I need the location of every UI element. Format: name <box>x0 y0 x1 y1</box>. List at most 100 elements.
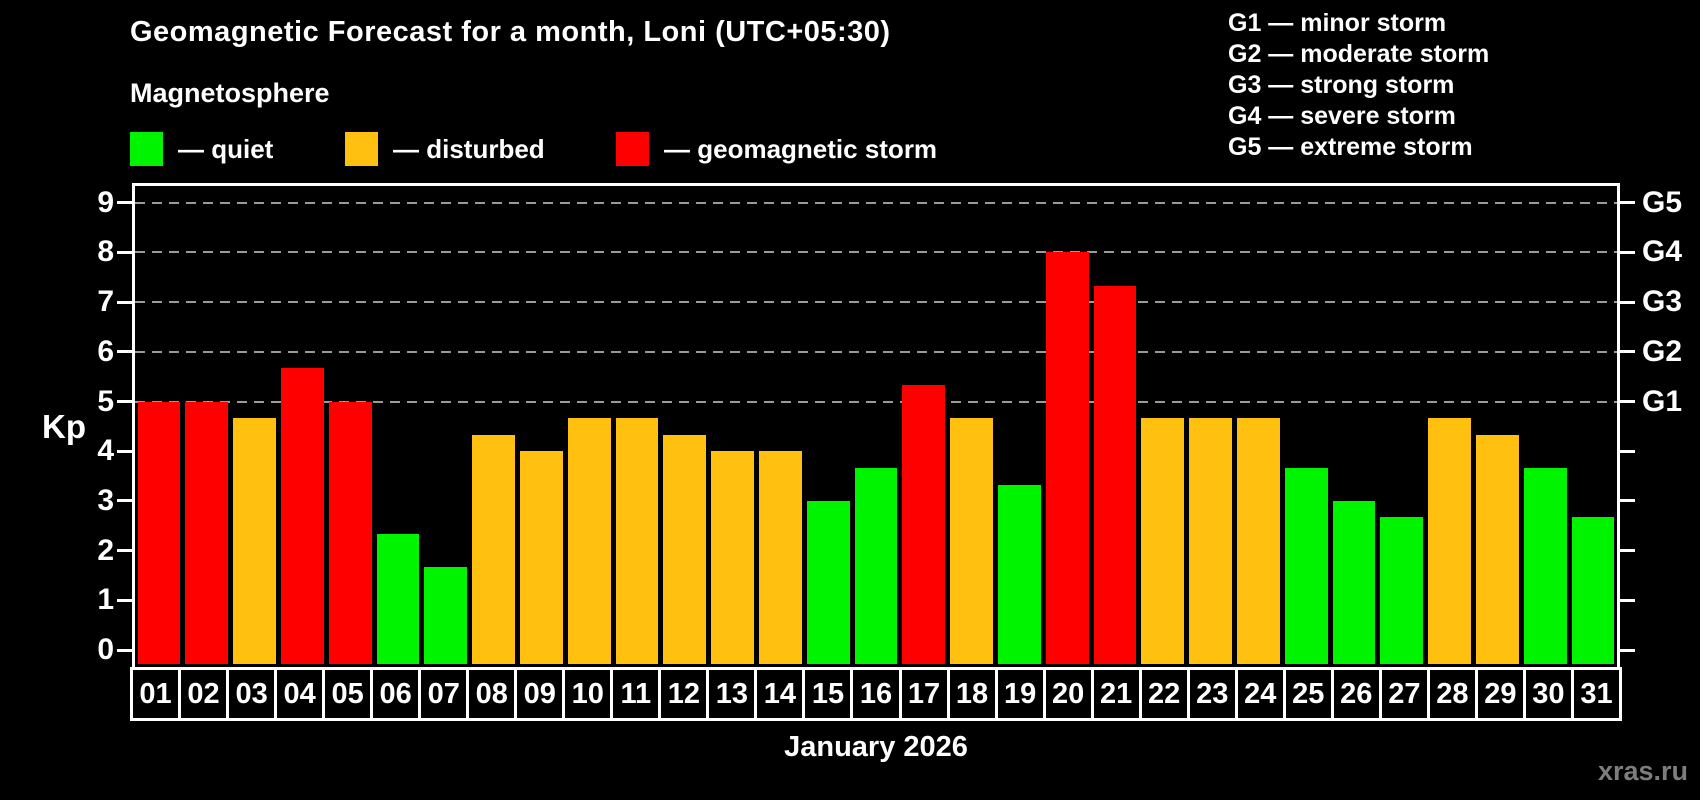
day-label-cell-31: 31 <box>1573 667 1622 721</box>
y-axis-title: Kp <box>42 408 86 445</box>
day-label-cell-15: 15 <box>805 667 854 721</box>
kp-bar-day-08 <box>472 434 515 664</box>
axis-tick <box>1620 350 1635 354</box>
kp-bar-day-14 <box>758 451 802 664</box>
day-label-cell-26: 26 <box>1333 667 1382 721</box>
kp-bar-day-02 <box>185 401 229 664</box>
kp-bar-day-12 <box>663 434 707 664</box>
kp-bar-day-15 <box>806 500 850 664</box>
kp-tick-label: 3 <box>97 483 114 517</box>
kp-bar-day-28 <box>1428 417 1472 664</box>
kp-bar-day-25 <box>1284 467 1328 664</box>
quiet-color-swatch <box>130 132 163 166</box>
day-label-cell-30: 30 <box>1525 667 1574 721</box>
kp-bar-day-05 <box>328 401 372 664</box>
day-label-cell-01: 01 <box>130 667 182 721</box>
kp-bar-day-10 <box>567 417 611 664</box>
legend-item-quiet: — quiet <box>130 132 273 166</box>
kp-tick-label: 2 <box>97 533 114 567</box>
g-scale-legend-line: G1 — minor storm <box>1228 9 1447 37</box>
axis-tick <box>117 400 132 403</box>
kp-bar-day-30 <box>1523 467 1567 664</box>
day-label-cell-13: 13 <box>709 667 758 721</box>
axis-tick <box>117 250 132 254</box>
day-label-cell-03: 03 <box>229 667 278 721</box>
day-label-cell-14: 14 <box>757 667 806 721</box>
g-scale-legend-line: G4 — severe storm <box>1228 102 1456 130</box>
day-label-cell-19: 19 <box>997 667 1046 721</box>
kp-tick-label: 7 <box>97 285 114 319</box>
kp-tick-label: 0 <box>97 633 114 666</box>
axis-tick <box>117 300 132 304</box>
day-label-cell-10: 10 <box>565 667 614 721</box>
axis-tick <box>1620 499 1635 503</box>
kp-tick-label: 1 <box>97 583 114 617</box>
day-label-cell-29: 29 <box>1477 667 1526 721</box>
day-label-cell-18: 18 <box>949 667 998 721</box>
kp-gridline <box>135 350 1617 353</box>
kp-tick-label: 9 <box>97 185 114 219</box>
kp-bar-day-24 <box>1237 417 1280 664</box>
kp-bar-day-21 <box>1093 285 1137 664</box>
kp-tick-label: 8 <box>97 235 114 269</box>
storm-color-swatch <box>616 132 649 166</box>
axis-tick <box>1620 449 1635 453</box>
kp-bar-day-01 <box>137 401 181 664</box>
kp-bar-day-09 <box>519 451 563 664</box>
axis-tick <box>1620 250 1635 254</box>
axis-tick <box>117 648 132 652</box>
kp-bar-day-18 <box>950 417 993 664</box>
axis-tick <box>117 201 132 205</box>
page-title: Geomagnetic Forecast for a month, Loni (… <box>130 16 891 48</box>
axis-tick <box>117 549 132 553</box>
g-scale-tick-label: G4 <box>1642 235 1683 269</box>
axis-tick <box>1620 648 1635 652</box>
legend-label-storm: — geomagnetic storm <box>664 133 938 164</box>
x-axis-month-label: January 2026 <box>784 731 968 763</box>
legend-item-storm: — geomagnetic storm <box>616 132 937 166</box>
day-label-cell-05: 05 <box>325 667 374 721</box>
plot-inner <box>135 186 1617 664</box>
kp-bar-day-19 <box>998 484 1041 664</box>
kp-gridline <box>135 251 1617 254</box>
plot-area <box>132 183 1620 667</box>
day-label-cell-07: 07 <box>421 667 470 721</box>
g-scale-tick-label: G2 <box>1642 334 1683 368</box>
axis-tick <box>1620 201 1635 205</box>
kp-bar-day-07 <box>424 567 468 664</box>
g-scale-tick-label: G5 <box>1642 185 1683 219</box>
kp-bar-day-11 <box>615 417 659 664</box>
legend-label-quiet: — quiet <box>178 133 274 164</box>
legend-label-disturbed: — disturbed <box>393 133 545 164</box>
kp-tick-label: 6 <box>97 334 114 368</box>
axis-tick <box>1620 400 1635 403</box>
day-label-cell-28: 28 <box>1429 667 1478 721</box>
day-label-cell-24: 24 <box>1237 667 1286 721</box>
g-scale-legend: G1 — minor storm G2 — moderate storm G3 — … <box>1228 8 1489 163</box>
day-label-cell-09: 09 <box>517 667 566 721</box>
watermark: xras.ru <box>1597 756 1688 786</box>
kp-bar-day-27 <box>1380 517 1424 664</box>
day-label-cell-17: 17 <box>901 667 950 721</box>
kp-bar-day-03 <box>233 417 276 664</box>
legend-item-disturbed: — disturbed <box>345 132 545 166</box>
kp-bar-day-31 <box>1571 517 1615 664</box>
kp-bar-day-29 <box>1476 434 1519 664</box>
g-scale-legend-line: G3 — strong storm <box>1228 71 1455 99</box>
x-axis-day-row: 01 02 03 04 05 06 07 08 09 10 11 12 13 14 15 16 17 18 19 20… <box>130 667 1622 721</box>
axis-tick <box>117 449 132 453</box>
kp-bar-day-22 <box>1141 417 1185 664</box>
kp-bar-day-06 <box>376 534 420 664</box>
day-label-cell-22: 22 <box>1141 667 1190 721</box>
kp-bar-day-13 <box>711 451 754 664</box>
day-label-cell-20: 20 <box>1045 667 1094 721</box>
day-label-cell-11: 11 <box>613 667 662 721</box>
axis-tick <box>117 350 132 354</box>
kp-bar-day-20 <box>1045 252 1089 664</box>
axis-tick <box>117 598 132 602</box>
day-label-cell-21: 21 <box>1093 667 1142 721</box>
kp-gridline <box>135 400 1617 403</box>
disturbed-color-swatch <box>345 132 378 166</box>
axis-tick <box>117 499 132 503</box>
day-label-cell-27: 27 <box>1381 667 1430 721</box>
